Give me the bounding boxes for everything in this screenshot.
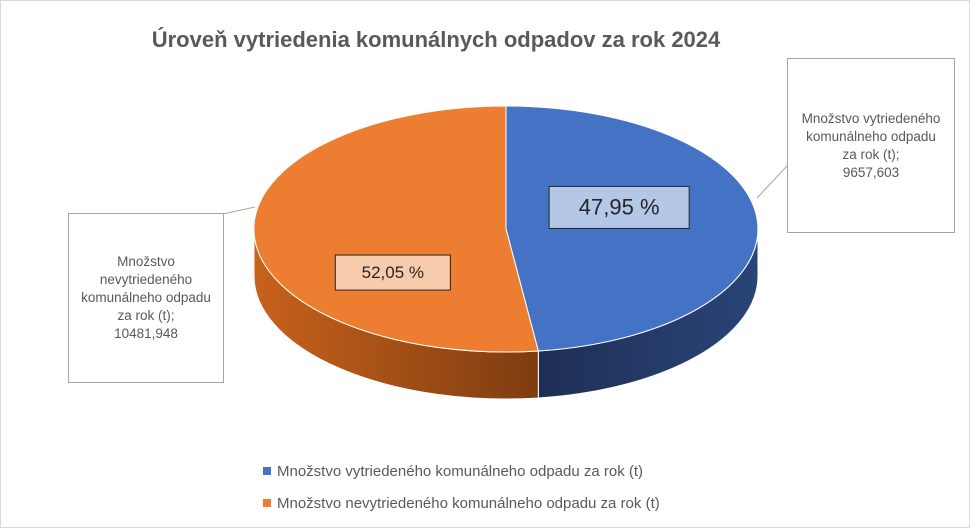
percent-label-box [334,254,451,291]
chart-title: Úroveň vytriedenia komunálnych odpadov z… [152,27,721,52]
callout-separator: ; [170,308,175,323]
slice [253,105,539,353]
callout-text: Množstvo vytriedeného komunálneho odpadu… [798,110,944,182]
leader-line [756,165,788,199]
legend-swatch [263,499,271,507]
callout-value: 10481,948 [114,326,178,341]
legend-label: Množstvo nevytriedeného komunálneho odpa… [277,495,660,512]
percent-label-box [548,185,690,229]
data-callout: Množstvo nevytriedeného komunálneho odpa… [68,213,224,383]
callout-text: Množstvo nevytriedeného komunálneho odpa… [79,253,213,343]
legend-label: Množstvo vytriedeného komunálneho odpadu… [277,463,643,480]
callout-separator: ; [895,146,900,162]
callout-category: Množstvo nevytriedeného komunálneho odpa… [81,254,211,323]
legend-swatch [263,467,271,475]
percent-label: 47,95 % [579,194,660,219]
callout-category: Množstvo vytriedeného komunálneho odpadu… [801,110,941,162]
percent-label: 52,05 % [362,263,424,282]
data-callout: Množstvo vytriedeného komunálneho odpadu… [787,58,955,233]
leader-line [222,206,256,215]
callout-value: 9657,603 [842,164,900,180]
